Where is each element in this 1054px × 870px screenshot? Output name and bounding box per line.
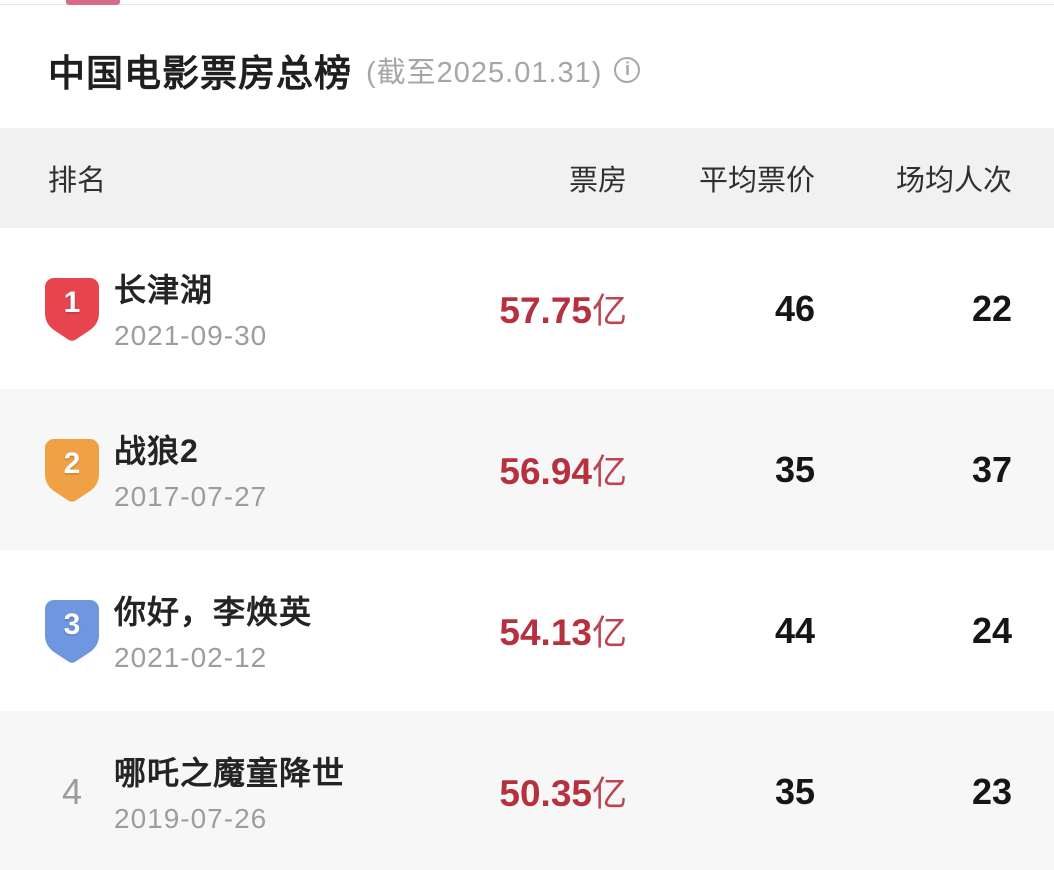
movie-release-date: 2019-07-26	[114, 803, 268, 834]
avg-price-value: 44	[774, 609, 815, 651]
movie-info: 长津湖 2021-09-30	[114, 265, 267, 352]
shield-badge-icon	[45, 599, 99, 663]
movie-info: 哪吒之魔童降世 2019-07-26	[114, 748, 345, 835]
movie-title[interactable]: 长津湖	[114, 272, 214, 308]
column-header-avg-attendance: 场均人次	[895, 165, 1012, 197]
box-office-unit: 亿	[591, 292, 627, 331]
top-edge-divider	[0, 0, 1054, 5]
rank-number: 2	[63, 446, 81, 480]
title-bar: 中国电影票房总榜 (截至2025.01.31) i	[0, 5, 1054, 128]
avg-attendance-value: 24	[971, 609, 1012, 651]
avg-attendance-value: 23	[971, 770, 1012, 812]
avg-price-value: 35	[774, 448, 815, 490]
movie-title[interactable]: 战狼2	[114, 433, 199, 469]
table-row[interactable]: 1 长津湖 2021-09-30 57.75亿 46 22	[0, 228, 1054, 389]
movie-info: 你好，李焕英 2021-02-12	[114, 587, 312, 674]
movie-title[interactable]: 你好，李焕英	[114, 594, 313, 630]
top-tab-indicator	[66, 0, 120, 5]
box-office-unit: 亿	[591, 614, 627, 653]
page-title: 中国电影票房总榜	[48, 52, 352, 94]
avg-attendance-value: 37	[971, 448, 1012, 490]
table-header-row: 排名 票房 平均票价 场均人次	[0, 128, 1054, 228]
box-office-unit: 亿	[591, 775, 627, 814]
movie-cell: 4 哪吒之魔童降世 2019-07-26	[44, 748, 457, 835]
avg-price-value: 46	[774, 287, 815, 329]
box-office-value: 56.94亿	[499, 451, 627, 492]
rank-number: 3	[63, 607, 81, 641]
movie-release-date: 2017-07-27	[114, 481, 268, 512]
movie-cell: 3 你好，李焕英 2021-02-12	[44, 587, 457, 674]
movie-cell: 1 长津湖 2021-09-30	[44, 265, 457, 352]
table-row[interactable]: 2 战狼2 2017-07-27 56.94亿 35 37	[0, 389, 1054, 550]
box-office-value: 50.35亿	[499, 773, 627, 814]
box-office-unit: 亿	[591, 453, 627, 492]
box-office-value: 54.13亿	[499, 612, 627, 653]
page-subtitle: (截至2025.01.31)	[366, 56, 603, 89]
avg-attendance-value: 22	[971, 287, 1012, 329]
movie-release-date: 2021-09-30	[114, 320, 268, 351]
table-row[interactable]: 4 哪吒之魔童降世 2019-07-26 50.35亿 35 23	[0, 711, 1054, 870]
movie-cell: 2 战狼2 2017-07-27	[44, 426, 457, 513]
shield-badge-icon	[45, 277, 99, 341]
movie-title[interactable]: 哪吒之魔童降世	[114, 755, 346, 791]
table-row[interactable]: 3 你好，李焕英 2021-02-12 54.13亿 44 24	[0, 550, 1054, 711]
column-header-box-office: 票房	[568, 165, 627, 197]
rank-badge-2: 2	[44, 438, 100, 502]
movie-release-date: 2021-02-12	[114, 642, 268, 673]
rank-number-plain: 4	[61, 770, 83, 812]
shield-badge-icon	[45, 438, 99, 502]
avg-price-value: 35	[774, 770, 815, 812]
info-icon[interactable]: i	[614, 56, 641, 83]
rank-number: 1	[63, 285, 81, 319]
box-office-value: 57.75亿	[499, 290, 627, 331]
column-header-avg-price: 平均票价	[698, 165, 815, 197]
rank-badge-3: 3	[44, 599, 100, 663]
column-header-rank: 排名	[48, 165, 107, 197]
rank-badge-1: 1	[44, 277, 100, 341]
movie-info: 战狼2 2017-07-27	[114, 426, 267, 513]
